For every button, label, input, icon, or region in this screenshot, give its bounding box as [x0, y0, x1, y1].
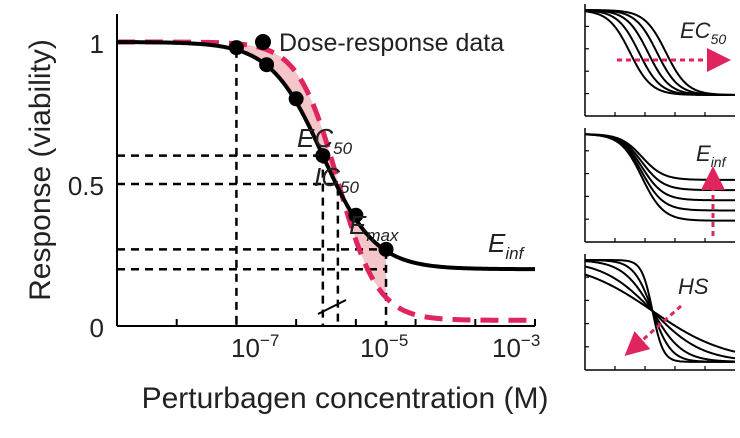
x-tick-base: 10: [360, 333, 389, 363]
inset-einf-panel: [584, 128, 736, 243]
x-tick-base: 10: [492, 333, 521, 363]
fit-curve-layer: [116, 40, 536, 272]
annotation-einf: Einf: [488, 228, 526, 263]
data-point-4: [348, 207, 364, 223]
legend-label: Dose-response data: [279, 29, 504, 57]
inset-curve-0: [584, 273, 736, 353]
y-tick-label-0-5: 0.5: [68, 171, 104, 201]
dashed-guide-lines: [117, 49, 388, 326]
x-tick-exponent: −3: [521, 331, 540, 350]
x-tick-label-1e-7: 10−7: [231, 331, 279, 363]
y-tick-label-0: 0: [90, 313, 104, 343]
inset-arrow: [624, 304, 682, 356]
y-axis-label: Response (viability): [24, 39, 57, 301]
x-tick-base: 10: [231, 333, 260, 363]
inset-ec50-label: EC50: [680, 18, 726, 47]
inset-curve-1: [584, 9, 736, 96]
main-axes: [116, 14, 536, 327]
x-tick-exponent: −5: [389, 331, 408, 350]
inset-curve-4: [585, 259, 735, 363]
inset-hill-slope-panel: [584, 254, 736, 371]
shaded-area: [236, 43, 387, 298]
inset-hs-label: HS: [678, 274, 709, 299]
data-point-5: [378, 241, 394, 257]
inset-curve-1: [584, 265, 736, 360]
data-point-1: [259, 57, 275, 73]
annotation-ic50: IC50: [314, 162, 359, 197]
legend-marker: [255, 34, 271, 50]
emax-leader-line: [317, 299, 347, 315]
inset-curve-3: [584, 9, 736, 96]
inset-curve-2: [584, 260, 736, 363]
data-point-3: [315, 148, 331, 164]
y-tick-label-1: 1: [90, 29, 104, 59]
annotation-ec50: EC50: [297, 123, 353, 158]
x-tick-exponent: −7: [260, 331, 279, 350]
x-tick-label-1e-3: 10−3: [492, 331, 540, 363]
data-point-0: [228, 40, 244, 56]
data-point-2: [288, 91, 304, 107]
annotation-emax: Emax: [349, 210, 399, 245]
x-axis-label: Perturbagen concentration (M): [142, 382, 549, 415]
data-points-layer: [228, 40, 394, 257]
inset-ec50-panel: [584, 4, 736, 117]
inset-curve-0: [584, 10, 736, 96]
inset-einf-label: Einf: [696, 141, 728, 170]
inset-curve-4: [584, 9, 736, 96]
fit-curve: [116, 40, 536, 272]
inset-curve-2: [584, 9, 736, 96]
shaded-area-between-curves: [236, 43, 387, 298]
x-tick-label-1e-5: 10−5: [360, 331, 408, 363]
